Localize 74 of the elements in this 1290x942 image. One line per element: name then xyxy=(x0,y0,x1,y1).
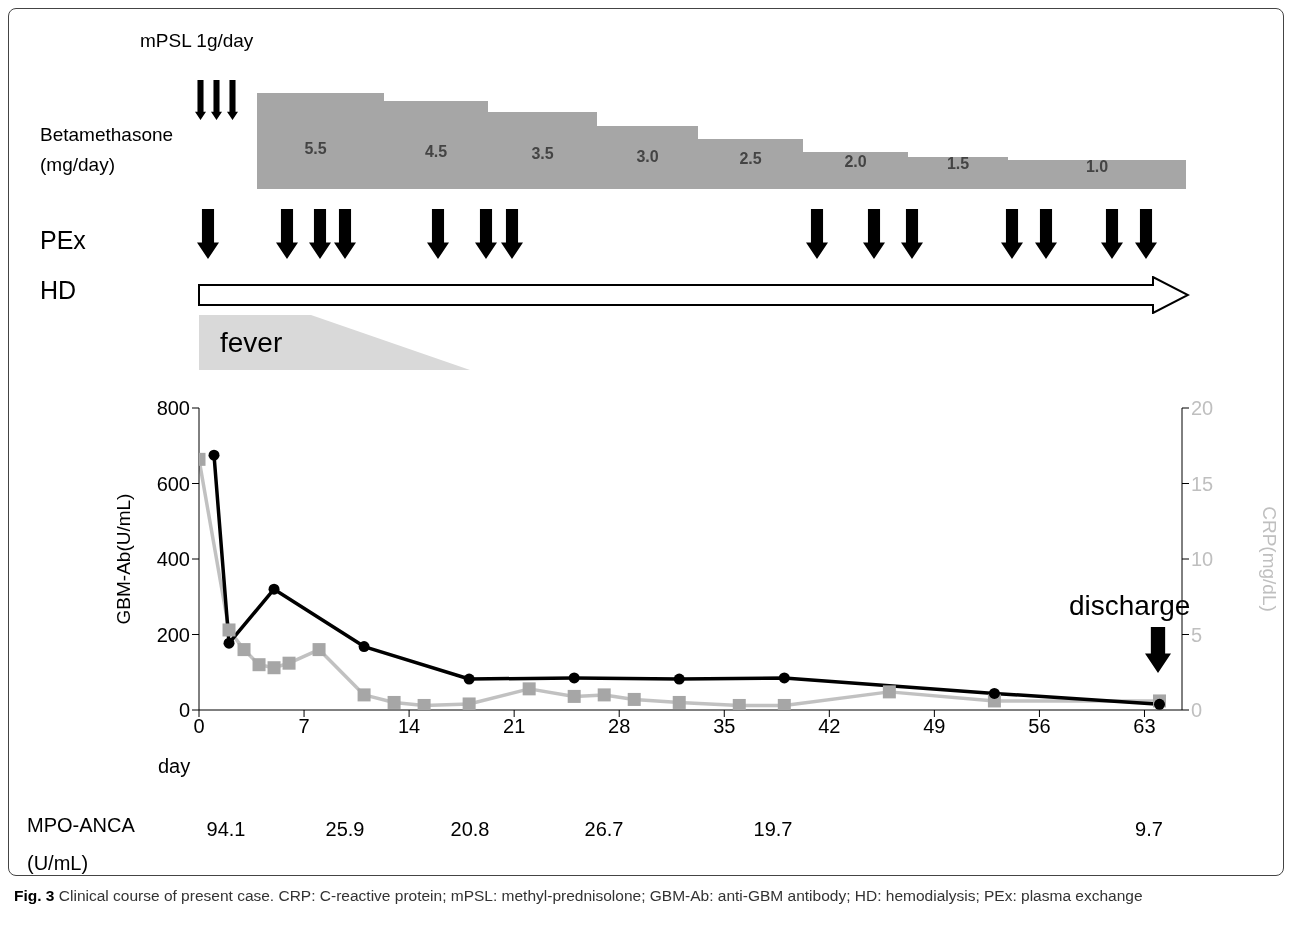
point xyxy=(673,673,685,685)
text: 1.0 xyxy=(1084,157,1110,176)
text: 20.8 xyxy=(449,818,491,841)
y-tick-label: 800 xyxy=(156,397,190,420)
text: 25.9 xyxy=(324,818,366,841)
text: 4.5 xyxy=(423,142,449,161)
y2-tick-label: 15 xyxy=(1191,472,1214,495)
y2-axis-title: CRP(mg/dL) xyxy=(1259,506,1281,612)
point xyxy=(417,698,431,710)
point xyxy=(463,673,475,685)
y-tick-label: 0 xyxy=(178,699,190,722)
point xyxy=(357,688,371,702)
text: 19.7 xyxy=(752,818,794,841)
text: 2.0 xyxy=(843,152,868,171)
text: HD xyxy=(40,276,77,305)
x-tick-label: 21 xyxy=(503,715,526,738)
point xyxy=(777,698,791,710)
text: PEx xyxy=(40,226,86,255)
y2-tick-label: 5 xyxy=(1191,623,1203,646)
point xyxy=(627,692,641,706)
x-tick-label: 63 xyxy=(1133,715,1156,738)
text: mPSL 1g/day xyxy=(140,30,254,52)
x-tick-label: 49 xyxy=(923,715,946,738)
point xyxy=(672,695,686,709)
x-tick-label: 35 xyxy=(713,715,736,738)
y-tick-label: 200 xyxy=(156,623,190,646)
point xyxy=(522,682,536,696)
annotation: discharge xyxy=(1069,590,1191,622)
text: Betamethasone (mg/day) xyxy=(40,123,175,177)
y-axis-title: GBM-Ab(U/mL) xyxy=(112,493,134,625)
point xyxy=(267,661,281,675)
x-tick-label: 28 xyxy=(608,715,631,738)
point xyxy=(252,658,266,672)
point xyxy=(358,641,370,653)
point xyxy=(732,698,746,710)
point xyxy=(597,688,611,702)
text: 9.7 xyxy=(1134,818,1164,841)
point xyxy=(312,643,326,657)
text: 3.0 xyxy=(635,147,660,166)
point xyxy=(462,697,476,710)
point xyxy=(268,583,280,595)
point xyxy=(1153,698,1165,710)
text: 2.5 xyxy=(738,150,763,168)
point xyxy=(568,672,580,684)
x-tick-label: 42 xyxy=(818,715,841,738)
x-tick-label: 0 xyxy=(193,715,205,738)
point xyxy=(387,695,401,709)
point xyxy=(208,449,220,461)
text: MPO-ANCA (U/mL) xyxy=(27,813,136,876)
point xyxy=(882,685,896,699)
x-tick-label: 14 xyxy=(397,715,421,738)
text: 5.5 xyxy=(303,140,328,158)
text: 3.5 xyxy=(530,145,555,163)
text: Clinical course of present case. CRP: C-reactive protein; mPSL: methyl-prednisolone; GBM-Ab: anti-GBM antibody; HD: hemodialysis; PEx: plasma exchange xyxy=(58,887,1143,904)
y-tick-label: 600 xyxy=(156,472,190,495)
y2-tick-label: 20 xyxy=(1191,397,1214,420)
x-axis-title: day xyxy=(158,755,191,778)
text: 26.7 xyxy=(583,818,625,841)
y-tick-label: 400 xyxy=(156,548,190,571)
caption: Fig. 3 xyxy=(14,887,55,904)
x-tick-label: 56 xyxy=(1028,715,1051,738)
text: fever xyxy=(220,327,283,359)
y2-tick-label: 10 xyxy=(1191,548,1214,571)
point xyxy=(222,623,236,637)
y2-tick-label: 0 xyxy=(1191,699,1203,722)
point xyxy=(237,643,251,657)
point xyxy=(567,689,581,703)
point xyxy=(282,656,296,670)
text: 1.5 xyxy=(945,155,971,173)
point xyxy=(988,687,1000,699)
point xyxy=(778,672,790,684)
text: 94.1 xyxy=(205,818,247,841)
x-tick-label: 7 xyxy=(298,715,310,738)
point xyxy=(223,637,235,649)
